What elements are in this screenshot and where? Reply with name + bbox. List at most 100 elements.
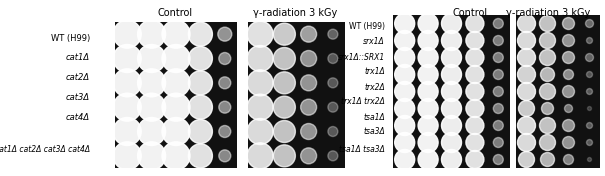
Circle shape [418, 115, 438, 136]
Circle shape [540, 152, 555, 166]
Text: tsa1Δ: tsa1Δ [363, 112, 385, 121]
Circle shape [540, 15, 555, 32]
Circle shape [273, 96, 295, 118]
Circle shape [273, 48, 295, 70]
Circle shape [188, 144, 212, 168]
Circle shape [466, 14, 484, 33]
Text: γ-radiation 3 kGy: γ-radiation 3 kGy [253, 8, 337, 18]
Circle shape [517, 134, 535, 152]
Circle shape [540, 134, 555, 150]
Circle shape [442, 99, 462, 118]
Circle shape [442, 115, 462, 136]
Circle shape [113, 45, 141, 73]
Circle shape [586, 122, 592, 128]
Circle shape [188, 120, 212, 143]
Circle shape [563, 120, 575, 131]
Circle shape [219, 150, 231, 162]
Circle shape [162, 93, 190, 121]
Circle shape [137, 69, 166, 97]
Circle shape [493, 70, 503, 80]
Circle shape [517, 83, 535, 100]
Circle shape [466, 117, 484, 134]
Circle shape [541, 102, 554, 115]
Text: trx1Δ: trx1Δ [364, 68, 385, 77]
Circle shape [273, 72, 295, 94]
Circle shape [493, 36, 503, 46]
Circle shape [540, 33, 555, 49]
Text: trx2Δ: trx2Δ [364, 83, 385, 92]
Circle shape [563, 52, 575, 64]
Circle shape [442, 81, 462, 102]
Text: tsa3Δ: tsa3Δ [363, 127, 385, 137]
Circle shape [394, 133, 414, 152]
Circle shape [113, 142, 141, 170]
Circle shape [418, 30, 438, 51]
Text: tsa1Δ tsa3Δ: tsa1Δ tsa3Δ [339, 146, 385, 155]
Circle shape [466, 99, 484, 118]
Circle shape [137, 20, 166, 48]
Circle shape [219, 77, 231, 89]
Circle shape [518, 100, 534, 117]
Circle shape [442, 14, 462, 33]
Circle shape [518, 152, 534, 168]
Circle shape [493, 18, 503, 29]
Circle shape [563, 137, 575, 149]
Circle shape [394, 115, 414, 136]
Circle shape [586, 20, 594, 27]
Circle shape [466, 150, 484, 168]
Circle shape [247, 94, 273, 120]
Circle shape [517, 65, 535, 83]
Circle shape [394, 149, 414, 169]
Circle shape [162, 69, 190, 97]
Circle shape [563, 17, 575, 30]
Circle shape [394, 14, 414, 33]
Text: γ-radiation 3 kGy: γ-radiation 3 kGy [506, 8, 590, 18]
Circle shape [301, 26, 316, 42]
Circle shape [493, 103, 503, 114]
Text: WT (H99): WT (H99) [51, 33, 90, 42]
Text: cat2Δ: cat2Δ [66, 74, 90, 83]
Circle shape [517, 49, 535, 67]
Circle shape [113, 118, 141, 146]
Circle shape [137, 142, 166, 170]
Circle shape [273, 121, 295, 143]
Text: srx1Δ: srx1Δ [363, 37, 385, 46]
Circle shape [442, 133, 462, 152]
Circle shape [394, 48, 414, 68]
Circle shape [517, 32, 535, 49]
Circle shape [517, 117, 535, 134]
Circle shape [328, 78, 338, 88]
Circle shape [466, 65, 484, 83]
Circle shape [219, 101, 231, 113]
Circle shape [301, 148, 316, 164]
Circle shape [137, 45, 166, 73]
Circle shape [137, 118, 166, 146]
Circle shape [418, 81, 438, 102]
Circle shape [273, 23, 295, 45]
Circle shape [394, 81, 414, 102]
Circle shape [493, 155, 503, 165]
Circle shape [162, 20, 190, 48]
Text: trx1Δ trx2Δ: trx1Δ trx2Δ [341, 98, 385, 106]
Circle shape [587, 106, 592, 111]
Bar [393, 15, 510, 168]
Text: srx1Δ::SRX1: srx1Δ::SRX1 [338, 54, 385, 62]
Circle shape [563, 70, 574, 80]
Circle shape [586, 140, 592, 146]
Circle shape [563, 86, 575, 98]
Circle shape [540, 49, 555, 65]
Circle shape [247, 70, 273, 96]
Circle shape [418, 99, 438, 118]
Circle shape [418, 149, 438, 169]
Circle shape [328, 54, 338, 64]
Circle shape [442, 48, 462, 68]
Circle shape [466, 49, 484, 67]
Circle shape [301, 124, 316, 140]
Circle shape [247, 143, 273, 169]
Circle shape [162, 45, 190, 73]
Circle shape [442, 30, 462, 51]
Circle shape [586, 37, 592, 43]
Circle shape [418, 14, 438, 33]
Circle shape [219, 125, 231, 137]
Circle shape [137, 93, 166, 121]
